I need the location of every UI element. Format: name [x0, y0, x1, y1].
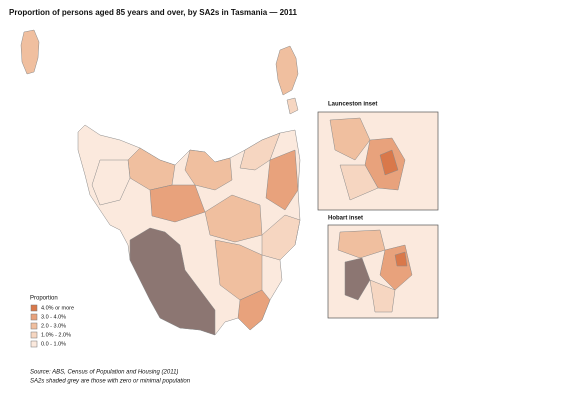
legend-swatch: [30, 340, 38, 348]
inset-label: Hobart inset: [328, 216, 363, 222]
legend-swatch: [30, 313, 38, 321]
inset-label: Launceston inset: [328, 102, 377, 108]
region: [184, 149, 233, 191]
legend-swatch: [30, 304, 38, 312]
region: [275, 45, 299, 96]
legend-title: Proportion: [30, 296, 58, 302]
source-note: Source: ABS, Census of Population and Ho…: [30, 370, 178, 376]
region-grey: [344, 257, 371, 301]
region: [20, 29, 40, 75]
map-title: Proportion of persons aged 85 years and …: [9, 8, 298, 17]
legend-label: 3.0 - 4.0%: [41, 314, 66, 320]
legend: Proportion 4.0% or more 3.0 - 4.0% 2.0 - 3…: [30, 296, 74, 348]
region: [91, 159, 131, 206]
legend-label: 1.0% - 2.0%: [41, 332, 71, 338]
legend-swatch: [30, 322, 38, 330]
region: [237, 289, 271, 331]
region: [337, 229, 386, 259]
source-note: SA2s shaded grey are those with zero or …: [30, 379, 191, 385]
legend-label: 4.0% or more: [41, 305, 74, 311]
legend-label: 2.0 - 3.0%: [41, 323, 66, 329]
legend-swatch: [30, 331, 38, 339]
legend-label: 0.0 - 1.0%: [41, 341, 66, 347]
region: [265, 149, 299, 211]
region: [339, 164, 379, 201]
region: [379, 149, 399, 176]
region-grey: [129, 227, 216, 336]
region: [369, 279, 396, 313]
region: [286, 97, 299, 115]
region: [394, 251, 408, 267]
region: [329, 117, 371, 161]
